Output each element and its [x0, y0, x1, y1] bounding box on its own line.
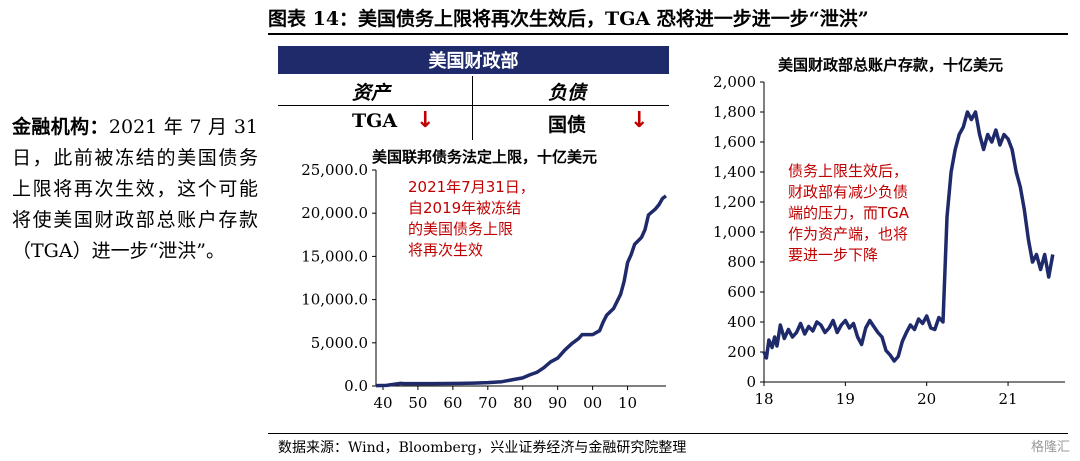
c2-y-tick-label: 1,400 [713, 163, 756, 181]
c1-anno-line: 2021年7月31日， [408, 178, 535, 196]
c1-x-tick-label: 60 [443, 394, 462, 412]
c2-y-tick-label: 2,000 [713, 73, 756, 91]
chart1-annotation: 2021年7月31日， 自2019年被冻结 的美国债务上限 将再次生效 [408, 177, 535, 261]
chart1-x-ticks: 40 50 60 70 80 90 00 10 [373, 386, 637, 412]
debt-ceiling-chart: 0.0 5,000.0 10,000.0 15,000.0 20,000.0 25,000… [301, 161, 668, 412]
figure-title: 图表 14：美国债务上限将再次生效后，TGA 恐将进一步进一步“泄洪” [268, 8, 869, 30]
chart2-annotation: 债务上限生效后， 财政部有减少负债 端的压力，而TGA 作为资产端，也将 要进一步下降 [788, 161, 909, 266]
c2-x-tick-label: 18 [754, 390, 773, 408]
chart2-x-ticks: 18 19 20 21 [754, 382, 1018, 408]
liability-item-treasury: 国债 [548, 114, 587, 136]
c1-x-tick-label: 00 [583, 394, 602, 412]
c2-y-tick-label: 600 [727, 283, 756, 301]
c1-x-tick-label: 90 [548, 394, 567, 412]
c2-y-tick-label: 200 [727, 343, 756, 361]
c2-y-tick-label: 1,800 [713, 103, 756, 121]
c1-anno-line: 自2019年被冻结 [408, 199, 522, 217]
side-text-body: 2021 年 7 月 31 日，此前被冻结的美国债务上限将再次生效，这个可能将使… [12, 116, 258, 262]
c1-x-tick-label: 10 [618, 394, 637, 412]
c2-y-tick-label: 1,200 [713, 193, 756, 211]
c1-anno-line: 的美国债务上限 [408, 220, 514, 238]
c2-x-tick-label: 19 [836, 390, 855, 408]
chart1-title: 美国联邦债务法定上限，十亿美元 [372, 148, 598, 166]
chart2-title: 美国财政部总账户存款，十亿美元 [778, 56, 1004, 74]
chart1-axes [375, 170, 666, 387]
chart1-y-ticks: 0.0 5,000.0 10,000.0 15,000.0 20,000.0 25,000… [301, 161, 376, 395]
balance-sheet-row-rule [278, 105, 669, 106]
watermark: 格隆汇 [1030, 440, 1070, 455]
chart2-y-ticks: 0 200 400 600 800 1,000 1,200 1,400 1,600 1,800 2,… [713, 73, 764, 391]
tga-chart: 0 200 400 600 800 1,000 1,200 1,400 1,600 1,800 2,… [713, 73, 1065, 408]
c2-anno-line: 端的压力，而TGA [788, 204, 910, 222]
chart1-series-line [375, 194, 668, 388]
asset-item-tga: TGA [352, 110, 398, 132]
title-rule [268, 33, 1068, 35]
c1-anno-line: 将再次生效 [408, 241, 484, 259]
chart2-series-line [762, 110, 1055, 363]
liabilities-label: 负债 [548, 82, 587, 104]
assets-label: 资产 [352, 82, 391, 104]
c2-x-tick-label: 21 [999, 390, 1018, 408]
c1-y-tick-label: 25,000.0 [301, 161, 368, 179]
c1-x-tick-label: 50 [408, 394, 427, 412]
side-text-lead: 金融机构： [12, 116, 109, 138]
balance-sheet-divider [472, 76, 473, 140]
c2-y-tick-label: 800 [727, 253, 756, 271]
c1-y-tick-label: 5,000.0 [311, 334, 368, 352]
c1-y-tick-label: 0.0 [344, 377, 368, 395]
down-arrow-icon: ↓ [416, 108, 435, 133]
side-text: 金融机构：2021 年 7 月 31 日，此前被冻结的美国债务上限将再次生效，这… [12, 112, 258, 267]
c2-anno-line: 要进一步下降 [788, 246, 879, 264]
balance-sheet-header: 美国财政部 [278, 46, 669, 74]
c2-y-tick-label: 0 [746, 373, 756, 391]
c2-y-tick-label: 1,000 [713, 223, 756, 241]
c1-y-tick-label: 15,000.0 [301, 247, 368, 265]
footer-rule [268, 433, 1068, 434]
down-arrow-icon: ↓ [630, 108, 649, 133]
c2-anno-line: 作为资产端，也将 [788, 225, 909, 243]
c2-x-tick-label: 20 [917, 390, 936, 408]
c1-x-tick-label: 80 [513, 394, 532, 412]
c1-x-tick-label: 40 [373, 394, 392, 412]
c2-y-tick-label: 400 [727, 313, 756, 331]
c2-y-tick-label: 1,600 [713, 133, 756, 151]
c2-anno-line: 财政部有减少负债 [788, 183, 909, 201]
c2-anno-line: 债务上限生效后， [788, 162, 909, 180]
c1-x-tick-label: 70 [478, 394, 497, 412]
c1-y-tick-label: 20,000.0 [301, 204, 368, 222]
c1-y-tick-label: 10,000.0 [301, 291, 368, 309]
source-note: 数据来源：Wind，Bloomberg，兴业证券经济与金融研究院整理 [278, 440, 687, 456]
